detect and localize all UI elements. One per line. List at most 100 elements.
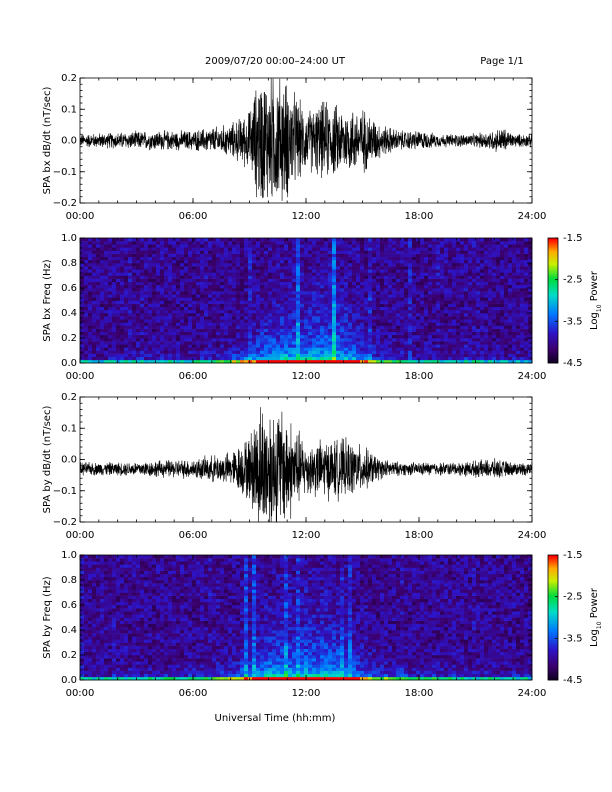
spectrogram-cell [384,297,389,301]
spectrogram-cell [152,325,157,329]
spectrogram-cell [440,275,445,279]
spectrogram-cell [96,278,101,283]
spectrogram-cell [352,328,357,333]
spectrogram-cell [212,256,217,261]
spectrogram-cell [484,300,489,304]
spectrogram-cell [368,359,373,364]
spectrogram-cell [316,338,321,342]
spectrogram-cell [108,238,113,242]
spectrogram-cell [332,328,337,333]
spectrogram-cell [260,322,265,326]
spectrogram-cell [484,347,489,351]
spectrogram-cell [280,344,285,348]
spectrogram-cell [480,247,485,251]
x-tick-label: 18:00 [405,371,434,382]
spectrogram-cell [148,313,153,317]
spectrogram-cell [152,275,157,279]
spectrogram-cell [280,278,285,283]
spectrogram-cell [180,263,185,267]
spectrogram-cell [432,291,437,295]
spectrogram-cell [392,309,397,314]
spectrogram-cell [412,241,417,245]
spectrogram-cell [392,241,397,245]
spectrogram-cell [168,344,173,348]
spectrogram-cell [352,263,357,267]
spectrogram-cell [352,356,357,361]
spectrogram-cell [196,294,201,298]
spectrogram-cell [464,291,469,295]
spectrogram-cell [260,356,265,361]
spectrogram-cell [276,350,281,354]
spectrogram-cell [128,241,133,245]
spectrogram-cell [316,284,321,289]
spectrogram-cell [484,325,489,329]
spectrogram-cell [440,356,445,361]
spectrogram-cell [276,266,281,270]
spectrogram-cell [172,259,177,264]
spectrogram-cell [372,356,377,361]
spectrogram-cell [316,250,321,254]
spectrogram-cell [228,325,233,329]
spectrogram-cell [212,253,217,258]
spectrogram-cell [204,269,209,273]
spectrogram-cell [216,269,221,273]
spectrogram-cell [288,322,293,326]
spectrogram-cell [404,263,409,267]
spectrogram-cell [212,238,217,242]
spectrogram-cell [380,272,385,276]
spectrogram-cell [152,344,157,348]
spectrogram-cell [80,253,85,258]
spectrogram-cell [388,338,393,342]
spectrogram-cell [352,316,357,320]
spectrogram-cell [364,309,369,314]
spectrogram-cell [296,294,301,298]
spectrogram-cell [252,322,257,326]
spectrogram-cell [372,359,377,364]
spectrogram-cell [80,238,85,242]
spectrogram-cell [476,309,481,314]
spectrogram-cell [176,256,181,261]
y-tick-label: −0.1 [53,486,77,497]
spectrogram-cell [456,266,461,270]
spectrogram-cell [508,294,513,298]
spectrogram-cell [156,350,161,354]
spectrogram-cell [204,244,209,248]
spectrogram-cell [388,334,393,339]
spectrogram-cell [144,244,149,248]
spectrogram-cell [256,294,261,298]
spectrogram-cell [136,334,141,339]
spectrogram-cell [480,244,485,248]
spectrogram-cell [272,247,277,251]
spectrogram-cell [160,350,165,354]
spectrogram-cell [268,247,273,251]
spectrogram-cell [404,281,409,286]
spectrogram-cell [432,303,437,308]
spectrogram-cell [456,294,461,298]
spectrogram-cell [432,319,437,323]
spectrogram-cell [156,344,161,348]
spectrogram-cell [516,350,521,354]
spectrogram-cell [520,353,525,358]
spectrogram-cell [200,281,205,286]
spectrogram-cell [460,284,465,289]
spectrogram-cell [356,338,361,342]
spectrogram-cell [288,303,293,308]
spectrogram-cell [204,297,209,301]
spectrogram-cell [476,244,481,248]
spectrogram-cell [136,266,141,270]
spectrogram-cell [380,322,385,326]
spectrogram-cell [320,338,325,342]
spectrogram-cell [96,350,101,354]
spectrogram-cell [348,281,353,286]
spectrogram-cell [492,338,497,342]
spectrogram-cell [500,316,505,320]
spectrogram-cell [168,328,173,333]
spectrogram-cell [484,247,489,251]
spectrogram-cell [388,328,393,333]
spectrogram-cell [260,303,265,308]
spectrogram-cell [180,250,185,254]
spectrogram-cell [420,244,425,248]
spectrogram-cell [300,266,305,270]
spectrogram-cell [180,269,185,273]
spectrogram-cell [320,284,325,289]
